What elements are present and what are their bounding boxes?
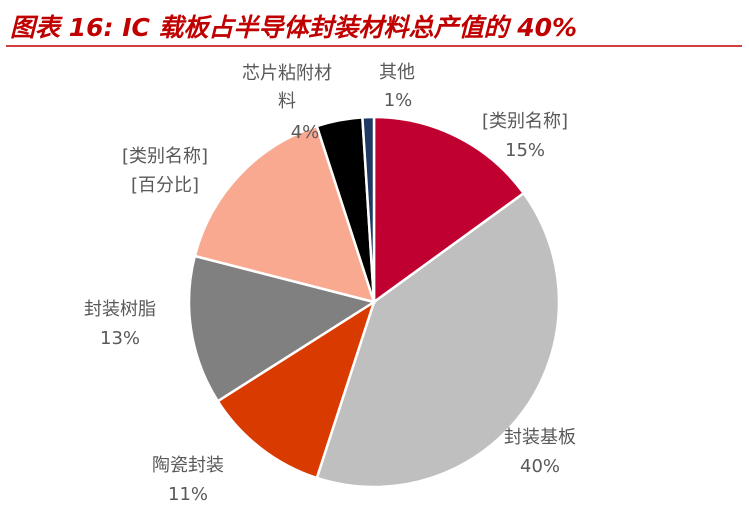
pie-slice: [372, 115, 526, 305]
pie-slice: [361, 115, 376, 303]
value-label: 40%: [519, 456, 561, 477]
chart-title: 图表 16: IC 载板占半导体封装材料总产值的 40%: [10, 13, 578, 42]
pie-slice: [216, 299, 377, 480]
value-label: 1%: [383, 90, 413, 111]
slice-label: 封装基板: [504, 427, 576, 448]
slice-label: 封装树脂: [84, 299, 156, 320]
value-label: 11%: [167, 484, 209, 505]
slice-label: [类别名称]: [121, 146, 209, 167]
value-label: 13%: [99, 328, 141, 349]
slice-label: 芯片粘附材料: [242, 63, 332, 112]
pie-slice: [187, 254, 378, 403]
slice-label: [类别名称]: [481, 111, 569, 132]
slice-label: 陶瓷封装: [152, 455, 224, 476]
pie-slice: [315, 191, 561, 489]
value-label: [百分比]: [130, 175, 200, 196]
value-label: 15%: [504, 140, 546, 161]
pie-slice: [193, 124, 376, 304]
value-label: 4%: [290, 122, 320, 143]
slice-label: 其他: [379, 62, 415, 83]
